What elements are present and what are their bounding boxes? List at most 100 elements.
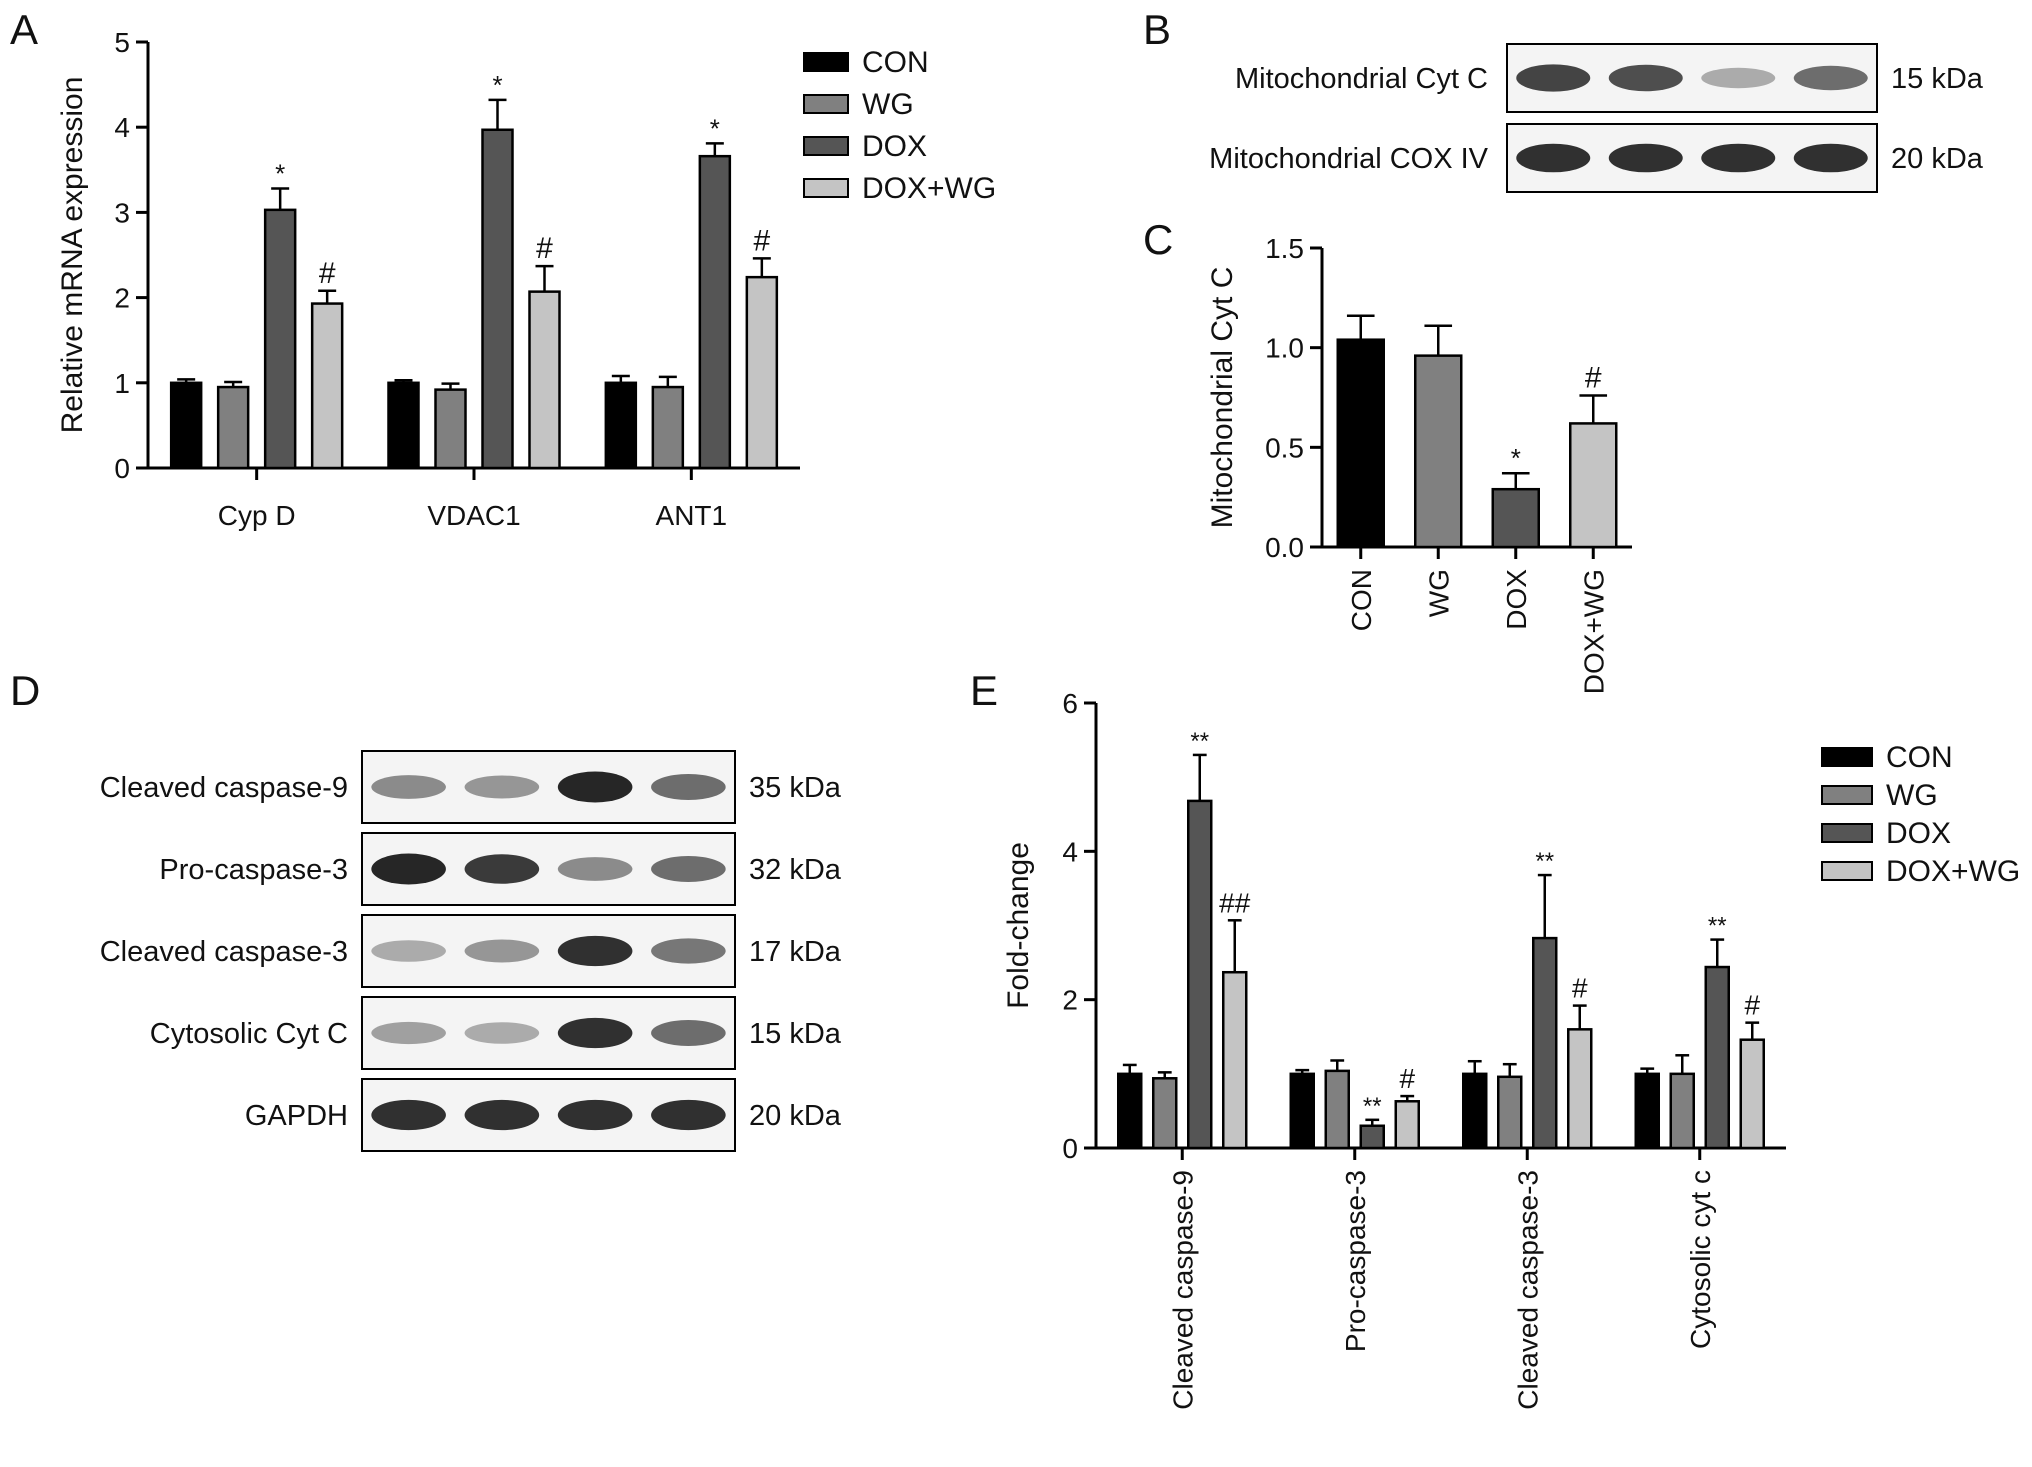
significance-mark: # — [1399, 1063, 1415, 1094]
bar — [1414, 354, 1463, 549]
significance-mark: * — [492, 70, 502, 100]
chart-panel-a: 0 1 2 3 4 5 Relative mRNA expression * # Cyp D * # V… — [56, 27, 996, 531]
blot-row-label: Pro-caspase-3 — [159, 854, 348, 886]
significance-mark: # — [753, 224, 770, 257]
blot-band — [371, 853, 446, 885]
blot-row-label: Cleaved caspase-9 — [100, 772, 348, 804]
y-axis-label: Fold-change — [1002, 842, 1035, 1009]
legend-swatch — [1821, 785, 1873, 805]
blot-band — [371, 940, 446, 962]
legend-label: DOX — [862, 130, 927, 163]
legend-label: WG — [1886, 779, 1938, 812]
bar — [1462, 1072, 1488, 1150]
blot-band — [464, 939, 540, 963]
significance-mark: # — [1585, 362, 1602, 395]
bar — [1669, 1072, 1695, 1150]
blot-band — [651, 856, 726, 882]
x-tick-label: DOX+WG — [1578, 569, 1609, 694]
y-tick-label: 0.0 — [1265, 532, 1304, 563]
bar — [1336, 338, 1385, 549]
y-tick-label: 1.5 — [1265, 233, 1304, 264]
blot-band — [557, 935, 633, 967]
blot-band — [371, 775, 446, 799]
significance-mark: ** — [1190, 728, 1209, 755]
x-tick-label: Pro-caspase-3 — [1340, 1170, 1371, 1352]
bar — [1324, 1069, 1350, 1150]
significance-mark: # — [1572, 973, 1588, 1004]
bar — [1117, 1072, 1143, 1150]
bar — [1152, 1077, 1178, 1150]
x-tick-label: Cleaved caspase-3 — [1512, 1170, 1543, 1410]
blot-band — [1516, 143, 1591, 173]
y-axis-label: Relative mRNA expression — [56, 77, 89, 434]
blot-band — [371, 1099, 446, 1131]
bar — [310, 302, 344, 470]
significance-mark: * — [275, 159, 285, 189]
bar — [1394, 1100, 1420, 1150]
legend-swatch — [1821, 823, 1873, 843]
bar — [1497, 1075, 1523, 1150]
blot-band — [1701, 67, 1776, 89]
x-tick-label: Cytosolic cyt c — [1685, 1170, 1716, 1349]
legend-swatch — [1821, 747, 1873, 767]
bar — [1222, 970, 1248, 1150]
bar — [698, 154, 732, 470]
y-tick-label: 0 — [1062, 1133, 1078, 1164]
bar — [528, 290, 561, 470]
chart-layer: 0 1 2 3 4 5 Relative mRNA expression * # Cyp D * # V… — [56, 27, 2020, 1410]
blot-kda-label: 15 kDa — [1891, 63, 1984, 95]
blot-band — [1701, 143, 1776, 173]
blot-panel-d: Cleaved caspase-9 35 kDa Pro-caspase-3 32 k… — [100, 750, 842, 1152]
significance-mark: ** — [1535, 848, 1554, 875]
blot-band — [651, 938, 726, 964]
legend-label: CON — [1886, 741, 1953, 774]
blot-band — [371, 1021, 446, 1045]
blot-band — [651, 774, 726, 800]
bar — [1187, 799, 1213, 1150]
bar — [1289, 1072, 1315, 1150]
significance-mark: * — [1511, 443, 1521, 473]
blot-band — [464, 854, 540, 884]
legend-swatch — [803, 52, 849, 72]
x-tick-label: ANT1 — [656, 500, 728, 531]
significance-mark: # — [319, 257, 336, 290]
blot-kda-label: 15 kDa — [749, 1018, 842, 1050]
bar — [1567, 1028, 1593, 1150]
y-tick-label: 1.0 — [1265, 333, 1304, 364]
y-axis-label: Mitochondrial Cyt C — [1206, 267, 1239, 529]
blot-band — [651, 1020, 726, 1046]
blot-band — [1608, 64, 1683, 92]
x-tick-label: DOX — [1501, 569, 1532, 630]
blot-row-label: Mitochondrial Cyt C — [1235, 63, 1488, 95]
significance-mark: ** — [1363, 1093, 1382, 1120]
significance-mark: ** — [1708, 913, 1727, 940]
bar — [745, 275, 779, 470]
bar — [1359, 1124, 1385, 1150]
blot-layer: Mitochondrial Cyt C 15 kDa Mitochondrial C… — [100, 43, 1984, 1152]
panel-label-d: D — [10, 667, 40, 714]
panel-labels: A B C D E — [10, 6, 1173, 714]
blot-band — [464, 775, 540, 799]
bar — [604, 381, 638, 470]
blot-band — [1793, 65, 1868, 91]
panel-label-a: A — [10, 6, 38, 53]
y-tick-label: 4 — [114, 112, 130, 143]
blot-band — [557, 771, 633, 803]
blot-band — [557, 1017, 633, 1049]
y-tick-label: 0 — [114, 453, 130, 484]
x-tick-label: Cleaved caspase-9 — [1167, 1170, 1198, 1410]
bar — [263, 208, 297, 470]
y-tick-label: 3 — [114, 197, 130, 228]
bar — [387, 381, 420, 470]
legend-label: DOX+WG — [1886, 855, 2020, 888]
legend-label: DOX+WG — [862, 172, 996, 205]
blot-band — [1516, 64, 1591, 92]
bar — [481, 128, 514, 470]
y-tick-label: 1 — [114, 368, 130, 399]
bar — [1739, 1038, 1765, 1150]
bar — [216, 385, 250, 470]
significance-mark: # — [1744, 990, 1760, 1021]
legend-swatch — [1821, 861, 1873, 881]
